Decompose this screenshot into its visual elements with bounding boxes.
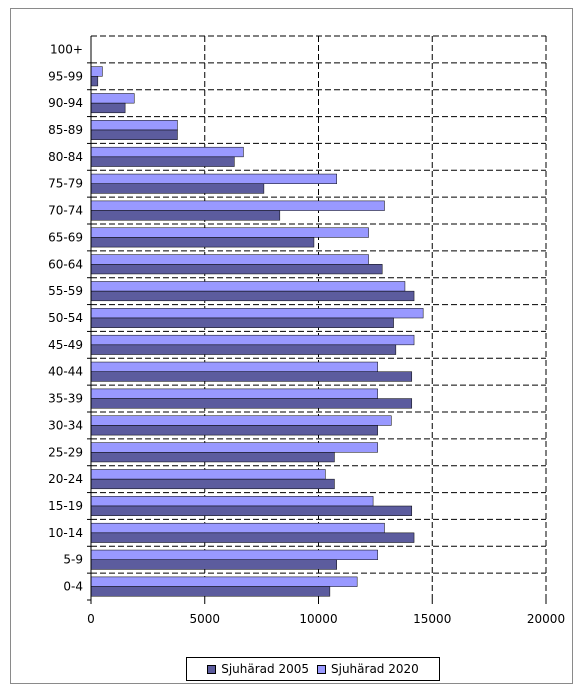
bar-2005-80-84 xyxy=(90,156,235,167)
bar-2005-50-54 xyxy=(90,317,394,328)
y-tick-label: 85-89 xyxy=(48,123,83,137)
y-tick-label: 80-84 xyxy=(48,150,83,164)
bar-2005-65-69 xyxy=(90,237,315,248)
y-tick-label: 15-19 xyxy=(48,499,83,513)
y-tick-label: 100+ xyxy=(50,42,83,56)
y-tick-label: 40-44 xyxy=(48,365,83,379)
bar-2005-35-39 xyxy=(90,398,413,409)
bar-2020-60-64 xyxy=(90,254,369,265)
bar-2020-90-94 xyxy=(90,93,135,104)
legend: Sjuhärad 2005 Sjuhärad 2020 xyxy=(186,657,440,681)
y-axis-labels: 0-4 5-9 10-14 15-19 20-24 25-29 30-34 35-39 40-4… xyxy=(48,42,83,593)
legend-swatch-2005 xyxy=(207,664,217,674)
bar-2005-45-49 xyxy=(90,344,397,355)
bar-2020-85-89 xyxy=(90,120,178,131)
bar-2020-75-79 xyxy=(90,173,337,184)
legend-item-2020: Sjuhärad 2020 xyxy=(317,662,419,676)
bar-2005-5-9 xyxy=(90,559,337,570)
legend-item-2005: Sjuhärad 2005 xyxy=(207,662,309,676)
y-tick-label: 95-99 xyxy=(48,69,83,83)
y-tick-label: 10-14 xyxy=(48,526,83,540)
bar-2020-15-19 xyxy=(90,496,374,507)
bar-2020-35-39 xyxy=(90,388,378,399)
x-tick-label: 15000 xyxy=(413,612,451,626)
bar-2005-70-74 xyxy=(90,210,281,221)
bar-2020-0-4 xyxy=(90,576,358,587)
bar-2005-40-44 xyxy=(90,371,413,382)
bar-2005-25-29 xyxy=(90,452,335,463)
y-tick-label: 70-74 xyxy=(48,204,83,218)
bar-2005-75-79 xyxy=(90,183,265,194)
bar-2020-30-34 xyxy=(90,415,392,426)
bar-2020-65-69 xyxy=(90,227,369,238)
bar-2005-85-89 xyxy=(90,129,178,140)
y-tick-label: 20-24 xyxy=(48,472,83,486)
bar-2005-15-19 xyxy=(90,505,413,516)
bar-2005-30-34 xyxy=(90,425,378,436)
y-tick-label: 50-54 xyxy=(48,311,83,325)
bar-2005-55-59 xyxy=(90,290,415,302)
y-tick-label: 55-59 xyxy=(48,284,83,298)
bar-2020-40-44 xyxy=(90,361,378,372)
y-tick-label: 25-29 xyxy=(48,445,83,459)
bar-2020-70-74 xyxy=(90,200,385,211)
bar-2005-10-14 xyxy=(90,532,415,543)
x-tick-label: 5000 xyxy=(189,612,220,626)
y-tick-label: 75-79 xyxy=(48,177,83,191)
x-tick-label: 20000 xyxy=(527,612,565,626)
y-tick-label: 35-39 xyxy=(48,392,83,406)
y-tick-label: 30-34 xyxy=(48,418,83,432)
y-tick-label: 65-69 xyxy=(48,230,83,244)
legend-swatch-2020 xyxy=(317,664,326,674)
bar-2020-80-84 xyxy=(90,146,244,158)
bar-2020-95-99 xyxy=(90,66,103,77)
bar-2020-5-9 xyxy=(90,549,378,560)
chart-frame: 0-4 5-9 10-14 15-19 20-24 25-29 30-34 35-39 40-4… xyxy=(10,8,573,684)
bar-2020-20-24 xyxy=(90,469,326,480)
bar-2020-45-49 xyxy=(90,334,415,346)
bars-group xyxy=(90,66,424,597)
bar-2020-50-54 xyxy=(90,308,424,319)
axes xyxy=(87,36,547,604)
x-tick-label: 0 xyxy=(87,612,95,626)
y-tick-label: 90-94 xyxy=(48,96,83,110)
bar-chart: 0-4 5-9 10-14 15-19 20-24 25-29 30-34 35-39 40-4… xyxy=(48,35,565,626)
bar-2005-0-4 xyxy=(90,586,331,597)
bar-2005-60-64 xyxy=(90,264,383,275)
y-tick-label: 0-4 xyxy=(63,580,83,594)
bar-2005-90-94 xyxy=(90,102,126,114)
bar-2020-10-14 xyxy=(90,522,385,534)
x-axis-labels: 0 5000 10000 15000 20000 xyxy=(87,612,565,626)
bar-2005-95-99 xyxy=(90,76,99,87)
y-tick-label: 5-9 xyxy=(63,553,83,567)
x-tick-label: 10000 xyxy=(299,612,337,626)
bar-2020-55-59 xyxy=(90,281,406,292)
legend-label-2005: Sjuhärad 2005 xyxy=(221,662,309,676)
bar-2020-25-29 xyxy=(90,442,378,453)
legend-label-2020: Sjuhärad 2020 xyxy=(331,662,419,676)
bar-2005-20-24 xyxy=(90,478,335,490)
y-tick-label: 60-64 xyxy=(48,257,83,271)
y-tick-label: 45-49 xyxy=(48,338,83,352)
